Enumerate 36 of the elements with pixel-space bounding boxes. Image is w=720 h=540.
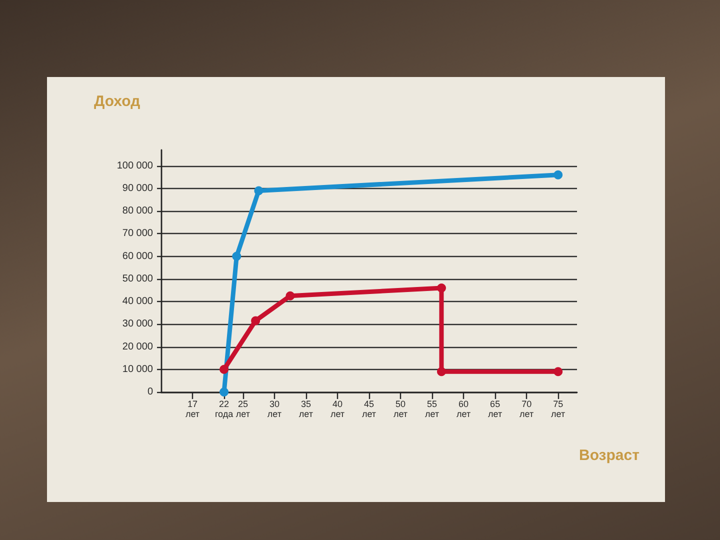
y-axis-title: Доход bbox=[94, 93, 141, 110]
point bbox=[554, 367, 563, 376]
x-tick-label: 50 лет bbox=[393, 399, 408, 419]
point bbox=[286, 291, 295, 300]
x-tick-label: 22 года bbox=[214, 399, 234, 419]
x-tick-label: 65 лет bbox=[488, 399, 502, 419]
y-tick-label: 50 000 bbox=[122, 273, 154, 284]
point bbox=[232, 252, 242, 261]
point bbox=[254, 186, 264, 196]
x-tick-label: 35 лет bbox=[298, 399, 314, 419]
point bbox=[220, 364, 229, 374]
x-tick-label: 25 лет bbox=[236, 399, 250, 419]
y-tick-label: 0 bbox=[147, 386, 154, 398]
point bbox=[436, 367, 446, 376]
point bbox=[436, 283, 446, 292]
y-tick-label: 30 000 bbox=[122, 318, 154, 330]
y-tick-label: 20 000 bbox=[122, 341, 154, 352]
y-tick-label: 100 000 bbox=[116, 160, 154, 172]
point bbox=[251, 316, 260, 326]
x-tick-label: 60 лет bbox=[456, 399, 471, 419]
y-tick-label: 80 000 bbox=[122, 206, 154, 217]
point bbox=[220, 388, 229, 396]
y-tick-label: 40 000 bbox=[122, 296, 154, 308]
y-tick-label: 60 000 bbox=[122, 250, 154, 262]
x-tick-label: 70 лет bbox=[520, 399, 534, 419]
x-tick-label: 75 лет bbox=[551, 399, 566, 419]
x-tick-label: 45 лет bbox=[362, 399, 376, 419]
x-axis-title: Возраст bbox=[579, 447, 640, 464]
point bbox=[554, 170, 563, 180]
x-tick-label: 30 лет bbox=[267, 399, 282, 419]
x-tick-label: 55 лет bbox=[424, 399, 440, 419]
x-tick-label: 40 лет bbox=[330, 399, 345, 419]
y-tick-label: 90 000 bbox=[122, 182, 154, 194]
x-tick-label: 17 лет bbox=[185, 399, 200, 419]
y-tick-label: 10 000 bbox=[122, 364, 154, 375]
y-tick-label: 70 000 bbox=[122, 228, 154, 240]
